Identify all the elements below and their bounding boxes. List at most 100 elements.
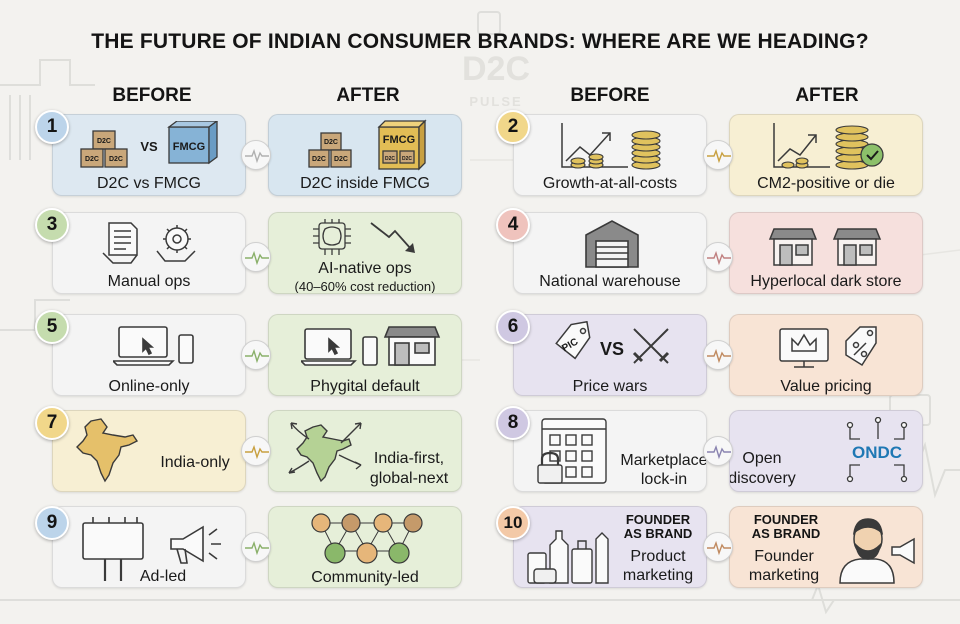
item-4-number-badge: 4 — [496, 208, 530, 242]
laptop-cursor-icon — [113, 326, 194, 366]
item-8-number-badge: 8 — [496, 406, 530, 440]
item-10-after-label-line2: marketing — [748, 567, 820, 584]
laptop-phone-store-icon — [301, 326, 441, 366]
svg-text:D2C: D2C — [324, 139, 338, 146]
item-10-before-label-line2: marketing — [622, 567, 694, 584]
item-2-number-badge: 2 — [496, 110, 530, 144]
ondc-logo-icon: ONDC — [846, 417, 908, 483]
item-7-connector — [241, 436, 271, 466]
heartbeat-connector-icon — [707, 540, 731, 556]
item-5-before-label: Online-only — [108, 378, 190, 395]
item-8-before-label-line1: Marketplace — [620, 452, 707, 469]
item-9-connector — [241, 532, 271, 562]
item-8-after-label-line2: discovery — [729, 470, 796, 487]
item-2-connector — [703, 140, 733, 170]
heartbeat-connector-icon — [245, 250, 269, 266]
phone-icon — [178, 334, 194, 364]
item-10-before-label-line1: Product — [630, 548, 686, 565]
heartbeat-connector-icon — [707, 348, 731, 364]
item-4-before-label: National warehouse — [539, 273, 681, 290]
heartbeat-connector-icon — [707, 148, 731, 164]
item-1-connector — [241, 140, 271, 170]
svg-text:ONDC: ONDC — [852, 443, 902, 462]
india-map-arrows-icon — [288, 422, 362, 483]
item-9-after-label: Community-led — [311, 569, 419, 586]
item-1-before-card: D2C D2C D2C VS FMCG D2C vs FMCG — [52, 114, 246, 196]
item-4-after-label: Hyperlocal dark store — [750, 273, 902, 290]
community-network-icon — [311, 513, 423, 564]
item-3-before-card: Manual ops — [52, 212, 246, 294]
item-10-after-label-line1: Founder — [754, 548, 814, 565]
item-2-after-card: CM2-positive or die — [729, 114, 923, 196]
item-2-before-card: Growth-at-all-costs — [513, 114, 707, 196]
header-after-right: AFTER — [795, 85, 859, 106]
svg-text:FMCG: FMCG — [173, 141, 205, 153]
item-1-after-card: D2C D2C D2C FMCG D2C D2C D2C inside FMCG — [268, 114, 462, 196]
item-9-number-badge: 9 — [35, 506, 69, 540]
item-7-number-badge: 7 — [35, 406, 69, 440]
item-6-before-card: PIC VS Price wars — [513, 314, 707, 396]
item-3-number-badge: 3 — [35, 208, 69, 242]
founder-portrait-icon — [839, 518, 915, 584]
crossed-swords-icon — [632, 328, 670, 364]
watermark-brand: D2C — [462, 50, 530, 88]
item-7-after-card: India-first, global-next — [268, 410, 462, 492]
item-9-before-card: Ad-led — [52, 506, 246, 588]
item-5-before-card: Online-only — [52, 314, 246, 396]
megaphone-icon — [170, 525, 221, 564]
boxes-vs-fmcg-icon: D2C D2C D2C VS FMCG — [80, 121, 219, 168]
svg-text:FMCG: FMCG — [383, 134, 415, 146]
item-6-number-badge: 6 — [496, 310, 530, 344]
page-title: THE FUTURE OF INDIAN CONSUMER BRANDS: WH… — [91, 30, 869, 53]
item-6-connector — [703, 340, 733, 370]
heartbeat-connector-icon — [245, 348, 269, 364]
heartbeat-connector-icon — [707, 444, 731, 460]
svg-text:D2C: D2C — [402, 156, 412, 162]
item-3-after-sublabel: (40–60% cost reduction) — [294, 279, 436, 294]
item-5-after-card: Phygital default — [268, 314, 462, 396]
heartbeat-connector-icon — [245, 148, 269, 164]
item-10-after-card: FOUNDER AS BRAND Founder marketing — [729, 506, 923, 588]
heartbeat-connector-icon — [707, 250, 731, 266]
price-tag-icon: PIC VS — [555, 321, 670, 364]
item-2-after-label: CM2-positive or die — [757, 175, 895, 192]
item-7-after-label-line1: India-first, — [373, 450, 445, 467]
down-trend-arrow-icon — [370, 222, 412, 250]
item-3-before-label: Manual ops — [107, 273, 191, 290]
item-10-before-card: FOUNDER AS BRAND Product marketing — [513, 506, 707, 588]
india-map-icon — [76, 418, 139, 483]
item-5-after-label: Phygital default — [310, 378, 420, 395]
item-6-before-label: Price wars — [572, 378, 648, 395]
svg-text:VS: VS — [600, 339, 624, 359]
svg-text:VS: VS — [140, 139, 158, 154]
item-10-before-heading-line2: AS BRAND — [623, 526, 693, 541]
svg-text:D2C: D2C — [85, 156, 99, 163]
warehouse-icon — [585, 220, 639, 268]
item-7-after-label-line2: global-next — [369, 470, 449, 487]
header-after-left: AFTER — [336, 85, 400, 106]
item-8-connector — [703, 436, 733, 466]
heartbeat-connector-icon — [245, 540, 269, 556]
header-before-left: BEFORE — [112, 85, 192, 106]
item-2-before-label: Growth-at-all-costs — [542, 175, 678, 192]
product-bottles-icon — [527, 530, 609, 584]
chart-coins-check-icon — [773, 123, 884, 170]
item-10-number-badge: 10 — [496, 506, 530, 540]
ai-chip-icon — [313, 219, 415, 255]
item-7-before-card: India-only — [52, 410, 246, 492]
item-4-connector — [703, 242, 733, 272]
item-3-after-card: AI-native ops (40–60% cost reduction) — [268, 212, 462, 294]
item-10-connector — [703, 532, 733, 562]
document-hand-icon — [102, 222, 196, 264]
item-5-number-badge: 5 — [35, 310, 69, 344]
boxes-inside-fmcg-icon: D2C D2C D2C FMCG D2C D2C — [308, 119, 427, 171]
item-10-before-heading-line1: FOUNDER — [625, 512, 691, 527]
svg-text:D2C: D2C — [312, 156, 326, 163]
svg-text:D2C: D2C — [109, 156, 123, 163]
item-6-after-card: Value pricing — [729, 314, 923, 396]
item-1-before-label: D2C vs FMCG — [97, 175, 201, 192]
item-9-after-card: Community-led — [268, 506, 462, 588]
svg-text:D2C: D2C — [385, 156, 395, 162]
item-8-before-label-line2: lock-in — [640, 471, 688, 488]
crown-screen-icon — [779, 326, 877, 368]
